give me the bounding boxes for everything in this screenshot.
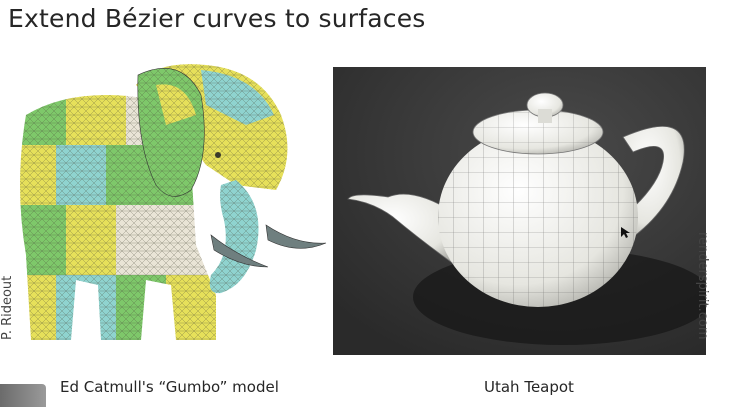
utah-teapot-image [333, 67, 706, 355]
left-credit: P. Rideout [0, 275, 15, 340]
gumbo-elephant-image [6, 55, 328, 345]
slide-title: Extend Bézier curves to surfaces [8, 4, 426, 33]
elephant-caption: Ed Catmull's “Gumbo” model [60, 378, 279, 396]
video-overlay-corner [0, 384, 46, 407]
teapot-caption: Utah Teapot [484, 378, 574, 396]
elephant-head [136, 64, 327, 294]
mouse-cursor-icon [621, 227, 630, 238]
right-credit: renderspirit.com [695, 232, 710, 340]
